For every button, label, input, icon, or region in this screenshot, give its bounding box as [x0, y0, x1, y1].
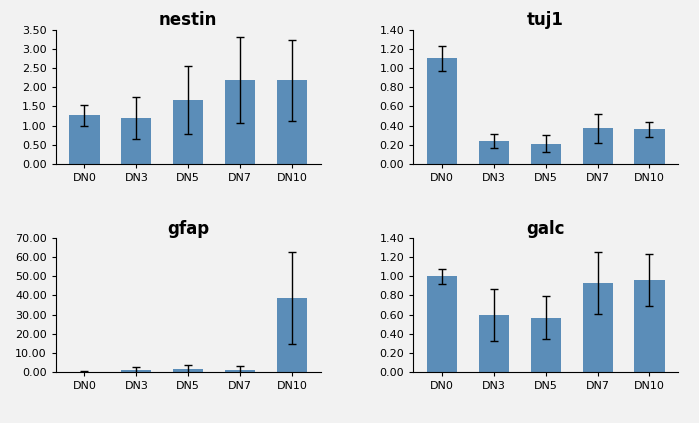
Title: tuj1: tuj1	[527, 11, 564, 30]
Bar	[225, 80, 255, 164]
Bar	[635, 129, 665, 164]
Title: galc: galc	[526, 220, 565, 238]
Bar	[122, 370, 152, 372]
Bar	[173, 369, 203, 372]
Title: nestin: nestin	[159, 11, 217, 30]
Bar	[277, 298, 307, 372]
Bar	[225, 370, 255, 372]
Bar	[173, 100, 203, 164]
Bar	[277, 80, 307, 164]
Bar	[531, 318, 561, 372]
Bar	[582, 283, 612, 372]
Bar	[635, 280, 665, 372]
Bar	[122, 118, 152, 164]
Bar	[479, 315, 509, 372]
Title: gfap: gfap	[167, 220, 209, 238]
Bar	[427, 276, 457, 372]
Bar	[427, 58, 457, 164]
Bar	[531, 144, 561, 164]
Bar	[582, 129, 612, 164]
Bar	[69, 115, 99, 164]
Bar	[479, 141, 509, 164]
